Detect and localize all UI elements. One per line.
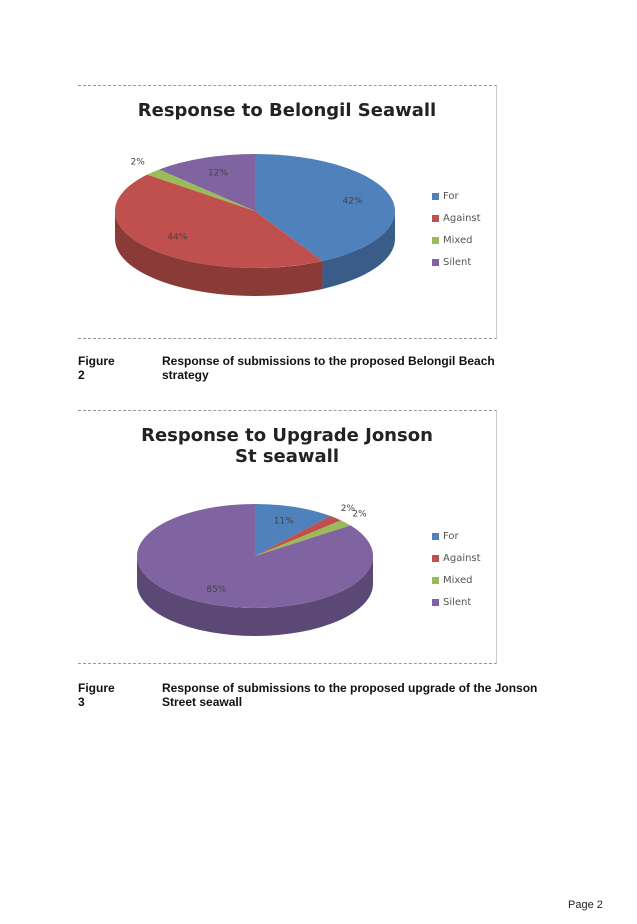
pie-slice: [255, 515, 342, 556]
legend-swatch: [432, 598, 439, 606]
pie-slice: [255, 504, 331, 556]
chart: Response to Upgrade Jonson St seawall 11%…: [78, 410, 497, 664]
legend-swatch: [432, 532, 439, 540]
legend-label: Silent: [443, 256, 472, 268]
pie-side: [322, 211, 395, 289]
legend-item: For: [432, 525, 481, 547]
legend-label: Against: [443, 212, 481, 224]
legend-item: Silent: [432, 591, 481, 613]
caption-label: Figure 2: [78, 354, 115, 382]
caption-text: Response of submissions to the proposed …: [162, 354, 495, 382]
legend-swatch: [432, 554, 439, 562]
chart-title: Response to Upgrade Jonson St seawall: [141, 425, 433, 467]
data-label: 2%: [352, 509, 367, 519]
pie-slice: [159, 154, 255, 211]
legend-label: Against: [443, 552, 481, 564]
legend-swatch: [432, 258, 439, 266]
data-label: 11%: [274, 516, 294, 526]
data-label: 12%: [208, 168, 228, 178]
data-label: 2%: [341, 504, 356, 514]
legend-item: Against: [432, 207, 481, 229]
data-label: 44%: [167, 233, 187, 243]
legend-item: For: [432, 185, 481, 207]
legend: For Against Mixed Silent: [432, 525, 481, 613]
legend-swatch: [432, 214, 439, 222]
caption-label: Figure 3: [78, 681, 115, 709]
data-label: 85%: [206, 585, 226, 595]
caption-text: Response of submissions to the proposed …: [162, 681, 538, 709]
page-number: Page 2: [568, 899, 603, 911]
legend-item: Mixed: [432, 229, 481, 251]
legend: For Against Mixed Silent: [432, 185, 481, 273]
legend-swatch: [432, 236, 439, 244]
legend-label: Silent: [443, 596, 472, 608]
chart: Response to Belongil Seawall 42% 44% 2% 12% F…: [78, 85, 497, 339]
pie-side: [137, 556, 373, 636]
legend-label: Mixed: [443, 234, 473, 246]
legend-item: Silent: [432, 251, 481, 273]
legend-swatch: [432, 576, 439, 584]
data-label: 42%: [343, 196, 363, 206]
legend-label: Mixed: [443, 574, 473, 586]
legend-swatch: [432, 192, 439, 200]
legend-label: For: [443, 530, 459, 542]
legend-item: Against: [432, 547, 481, 569]
pie-slice: [255, 154, 396, 261]
pie-slice: [137, 504, 374, 608]
chart-title: Response to Belongil Seawall: [137, 100, 437, 121]
pie-slice: [114, 174, 323, 268]
pie-chart: 11% 2%2% 85%: [137, 504, 374, 636]
data-label: 2%: [130, 158, 145, 168]
pie-side: [115, 211, 323, 296]
pie-slice: [255, 520, 351, 556]
legend-label: For: [443, 190, 459, 202]
pie-chart: 42% 44% 2% 12%: [114, 154, 396, 296]
pie-slice: [147, 169, 255, 211]
legend-item: Mixed: [432, 569, 481, 591]
